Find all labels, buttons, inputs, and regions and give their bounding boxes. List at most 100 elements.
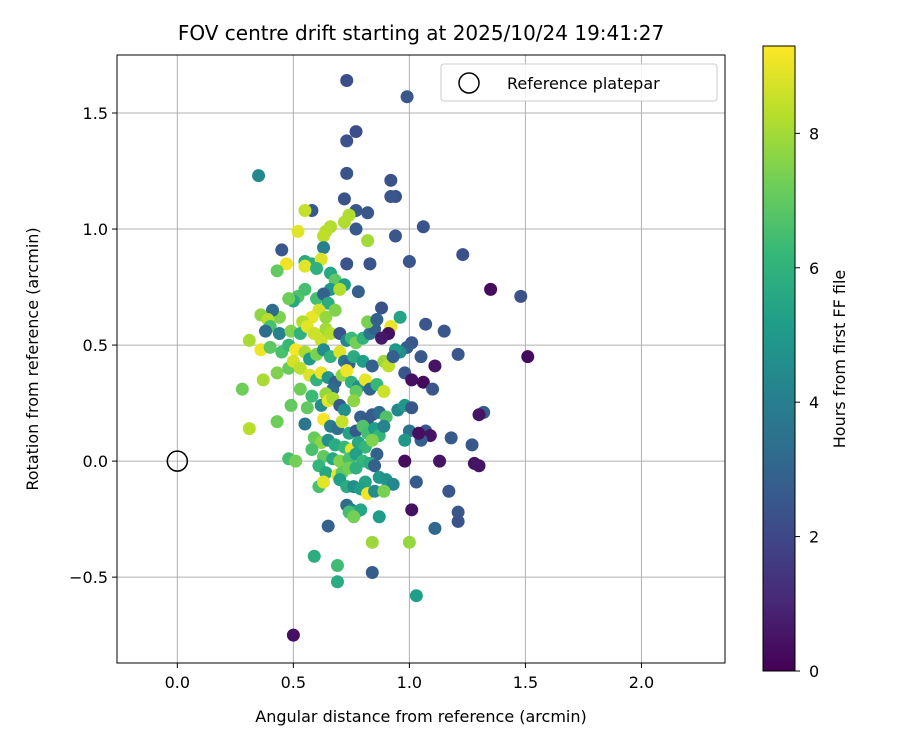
colorbar-label: Hours from first FF file: [830, 270, 849, 449]
data-point: [330, 559, 344, 573]
colorbar-tick-label: 6: [809, 259, 819, 278]
data-point: [409, 589, 423, 603]
y-tick-label: 1.0: [83, 220, 108, 239]
data-point: [293, 361, 307, 375]
data-point: [472, 408, 486, 422]
data-point: [279, 257, 293, 271]
colorbar-tick-label: 0: [809, 662, 819, 681]
x-tick-label: 1.5: [513, 673, 538, 692]
data-point: [337, 403, 351, 417]
colorbar-ticks: 0 2 4 6 8: [795, 124, 819, 681]
colorbar-gradient: [763, 46, 795, 671]
data-point: [409, 475, 423, 489]
colorbar-tick-label: 4: [809, 393, 819, 412]
x-axis-label: Angular distance from reference (arcmin): [255, 707, 586, 726]
data-point: [340, 166, 354, 180]
data-point: [317, 475, 331, 489]
data-point: [252, 169, 266, 183]
data-point: [428, 359, 442, 373]
data-point: [319, 310, 333, 324]
data-point: [444, 431, 458, 445]
data-point: [398, 433, 412, 447]
data-point: [289, 454, 303, 468]
x-tick-label: 1.0: [397, 673, 422, 692]
data-point: [405, 401, 419, 415]
legend: Reference platepar: [440, 63, 718, 102]
data-point: [347, 510, 361, 524]
data-point: [451, 347, 465, 361]
data-point: [365, 535, 379, 549]
data-point: [298, 282, 312, 296]
data-point: [426, 382, 440, 396]
data-point: [361, 206, 375, 220]
data-point: [428, 521, 442, 535]
data-point: [388, 229, 402, 243]
data-point: [305, 389, 319, 403]
data-point: [433, 454, 447, 468]
data-point: [300, 401, 314, 415]
data-point: [451, 514, 465, 528]
data-point: [451, 505, 465, 519]
data-point: [472, 459, 486, 473]
data-point: [384, 190, 398, 204]
data-point: [351, 285, 365, 299]
data-point: [372, 510, 386, 524]
data-point: [263, 340, 277, 354]
chart-title: FOV centre drift starting at 2025/10/24 …: [178, 21, 664, 45]
plot-frame: [116, 54, 726, 664]
data-point: [375, 301, 389, 315]
data-point: [384, 173, 398, 187]
data-point: [386, 477, 400, 491]
data-point: [270, 415, 284, 429]
data-point: [370, 313, 384, 327]
data-point: [437, 324, 451, 338]
data-point: [363, 257, 377, 271]
data-point: [349, 461, 363, 475]
data-point: [377, 384, 391, 398]
data-point: [347, 394, 361, 408]
data-point: [291, 224, 305, 238]
reference-marker: [166, 450, 189, 472]
data-point: [270, 366, 284, 380]
data-point: [293, 382, 307, 396]
data-point: [375, 331, 389, 345]
x-tick-label: 0.0: [165, 673, 190, 692]
x-tick-label: 0.5: [281, 673, 306, 692]
data-point: [442, 484, 456, 498]
colorbar-tick-label: 8: [809, 124, 819, 143]
data-point: [484, 282, 498, 296]
data-point: [282, 292, 296, 306]
data-point: [305, 443, 319, 457]
data-point: [368, 484, 382, 498]
scatter-points: [235, 74, 535, 642]
x-tick-label: 2.0: [629, 673, 654, 692]
y-axis-label: Rotation from reference (arcmin): [23, 227, 42, 490]
data-point: [416, 375, 430, 389]
data-point: [377, 419, 391, 433]
data-point: [340, 364, 354, 378]
data-point: [412, 426, 426, 440]
data-point: [402, 255, 416, 269]
reference-marker-layer: [166, 450, 189, 472]
data-point: [365, 359, 379, 373]
colorbar-frame: [762, 45, 796, 672]
data-point: [349, 222, 363, 236]
data-point: [272, 326, 286, 340]
data-point: [393, 310, 407, 324]
data-point: [405, 373, 419, 387]
data-point: [298, 203, 312, 217]
data-point: [284, 398, 298, 412]
data-point: [365, 565, 379, 579]
data-point: [310, 261, 324, 275]
data-point: [368, 459, 382, 473]
y-tick-label: 1.5: [83, 104, 108, 123]
data-point: [340, 257, 354, 271]
y-tick-label: 0.0: [83, 452, 108, 471]
data-point: [419, 317, 433, 331]
data-point: [386, 350, 400, 364]
data-point: [349, 125, 363, 139]
data-point: [242, 422, 256, 436]
data-point: [235, 382, 249, 396]
legend-label: Reference platepar: [507, 74, 660, 93]
data-point: [340, 74, 354, 88]
